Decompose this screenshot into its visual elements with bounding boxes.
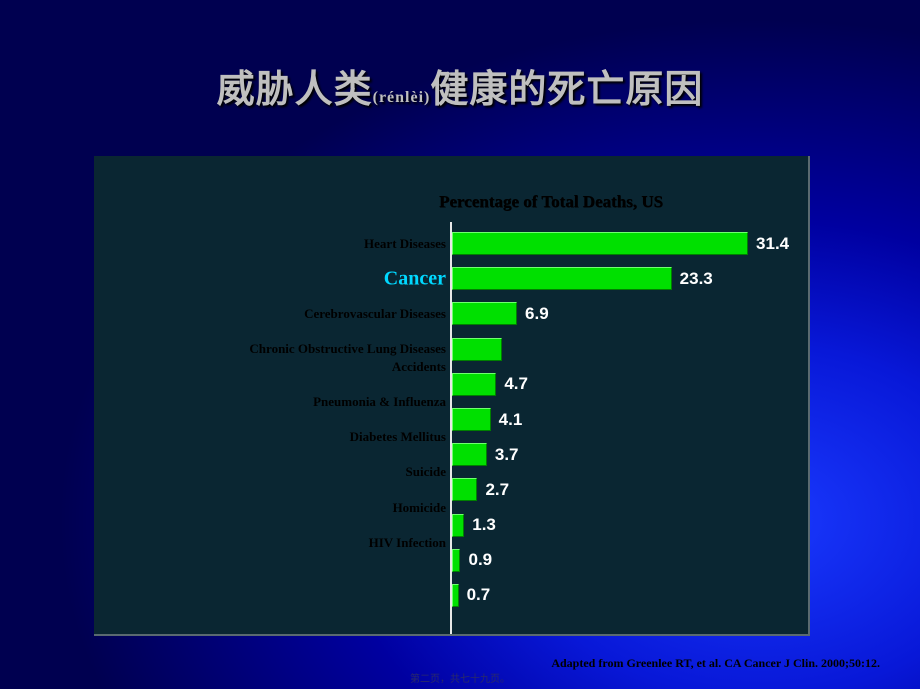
- chart-row: 3.7: [94, 437, 808, 472]
- bar-value: 0.9: [468, 550, 492, 570]
- bar: [452, 338, 502, 361]
- bars-area: 31.4 23.3 6.9 4.7 4.1 3.7 2.7 1.3 0.9 0.7 Heart Di…: [94, 226, 808, 613]
- bar: [452, 267, 672, 290]
- bar: [452, 584, 459, 607]
- bar-label: Chronic Obstructive Lung Diseases: [249, 341, 446, 357]
- chart-row: 4.7: [94, 367, 808, 402]
- bar: [452, 514, 464, 537]
- title-pinyin: (rénlèi): [373, 89, 431, 106]
- chart-row: 1.3: [94, 508, 808, 543]
- page-footer: 第二页，共七十九页。: [0, 670, 920, 685]
- bar-value: 6.9: [525, 304, 549, 324]
- bar-label: Pneumonia & Influenza: [313, 394, 446, 410]
- bar-value: 0.7: [467, 585, 491, 605]
- chart-row: [94, 332, 808, 367]
- bar-value: 3.7: [495, 445, 519, 465]
- chart-row: 31.4: [94, 226, 808, 261]
- bar-value: 23.3: [680, 269, 713, 289]
- chart-row: 0.7: [94, 578, 808, 613]
- chart-row: 6.9: [94, 296, 808, 331]
- chart-container: Percentage of Total Deaths, US 31.4 23.3 6…: [94, 156, 810, 636]
- bar: [452, 443, 487, 466]
- bar-label-highlight: Cancer: [384, 267, 446, 290]
- bar: [452, 373, 496, 396]
- bar-value: 31.4: [756, 234, 789, 254]
- bar: [452, 302, 517, 325]
- chart-title: Percentage of Total Deaths, US: [94, 192, 808, 212]
- citation-text: Adapted from Greenlee RT, et al. CA Canc…: [551, 656, 880, 671]
- chart-row: 0.9: [94, 543, 808, 578]
- bar-label: Diabetes Mellitus: [350, 429, 446, 445]
- bar: [452, 232, 748, 255]
- chart-row: 4.1: [94, 402, 808, 437]
- bar-label: Homicide: [393, 500, 446, 516]
- bar-label: Cerebrovascular Diseases: [304, 306, 446, 322]
- bar-label: Accidents: [392, 359, 446, 375]
- bar: [452, 478, 477, 501]
- bar-value: 4.7: [504, 374, 528, 394]
- bar: [452, 408, 491, 431]
- chart-row: 2.7: [94, 472, 808, 507]
- bar-value: 1.3: [472, 515, 496, 535]
- bar: [452, 549, 460, 572]
- title-pre: 威胁人类: [217, 69, 373, 111]
- slide: 威胁人类(rénlèi)健康的死亡原因 Percentage of Total …: [0, 0, 920, 689]
- bar-label: HIV Infection: [369, 535, 446, 551]
- slide-title: 威胁人类(rénlèi)健康的死亡原因: [0, 58, 920, 113]
- bar-label: Heart Diseases: [364, 236, 446, 252]
- bar-label: Suicide: [406, 464, 446, 480]
- chart-row: 23.3: [94, 261, 808, 296]
- bar-value: 4.1: [499, 410, 523, 430]
- bar-value: 2.7: [485, 480, 509, 500]
- title-post: 健康的死亡原因: [430, 69, 703, 111]
